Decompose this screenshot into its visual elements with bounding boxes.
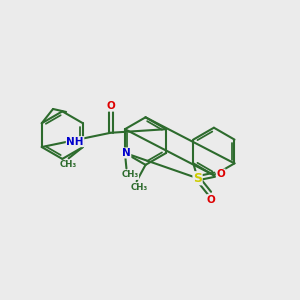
Text: N: N — [122, 148, 131, 158]
Text: CH₃: CH₃ — [60, 160, 77, 169]
Text: S: S — [193, 172, 202, 185]
Text: O: O — [216, 169, 225, 179]
Text: CH₃: CH₃ — [122, 170, 139, 179]
Text: O: O — [207, 195, 216, 205]
Text: O: O — [106, 101, 115, 111]
Text: CH₃: CH₃ — [130, 183, 148, 192]
Text: NH: NH — [66, 137, 84, 147]
